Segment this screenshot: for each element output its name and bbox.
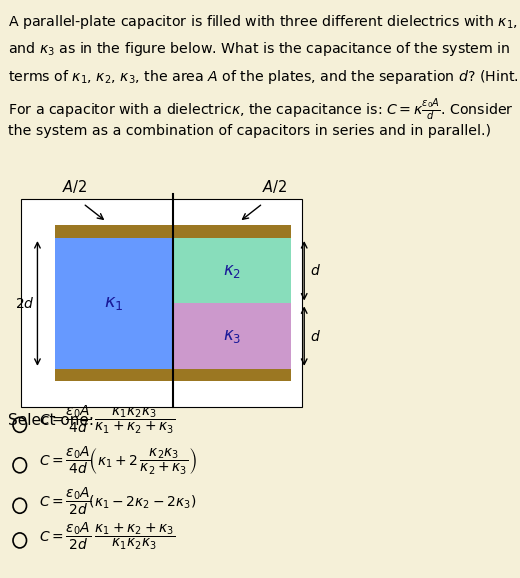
- Text: $\kappa_3$: $\kappa_3$: [223, 327, 241, 345]
- Text: Select one:: Select one:: [8, 413, 94, 428]
- Text: $d$: $d$: [310, 264, 321, 278]
- Text: $2d$: $2d$: [15, 296, 34, 311]
- Text: $C = \dfrac{\epsilon_0 A}{2d}\;\dfrac{\kappa_1+\kappa_2+\kappa_3}{\kappa_1\kappa: $C = \dfrac{\epsilon_0 A}{2d}\;\dfrac{\k…: [39, 520, 175, 551]
- Text: the system as a combination of capacitors in series and in parallel.): the system as a combination of capacitor…: [8, 124, 491, 138]
- Text: $A/2$: $A/2$: [62, 178, 87, 195]
- Text: $\kappa_2$: $\kappa_2$: [223, 262, 241, 280]
- Text: and $\kappa_3$ as in the figure below. What is the capacitance of the system in: and $\kappa_3$ as in the figure below. W…: [8, 40, 510, 58]
- Text: For a capacitor with a dielectric$\kappa$, the capacitance is: $C = \kappa\frac{: For a capacitor with a dielectric$\kappa…: [8, 96, 513, 123]
- Bar: [55, 238, 173, 369]
- Text: $\kappa_1$: $\kappa_1$: [104, 294, 123, 313]
- Text: $A/2$: $A/2$: [262, 178, 287, 195]
- Text: $C = \dfrac{\epsilon_0 A}{4d}\;\dfrac{\kappa_1\kappa_2\kappa_3}{\kappa_1+\kappa_: $C = \dfrac{\epsilon_0 A}{4d}\;\dfrac{\k…: [39, 404, 175, 436]
- Text: terms of $\kappa_1$, $\kappa_2$, $\kappa_3$, the area $A$ of the plates, and the: terms of $\kappa_1$, $\kappa_2$, $\kappa…: [8, 68, 518, 86]
- Bar: [55, 369, 291, 381]
- Text: A parallel-plate capacitor is filled with three different dielectrics with $\kap: A parallel-plate capacitor is filled wit…: [8, 13, 520, 31]
- Bar: [55, 225, 291, 238]
- Bar: [173, 238, 291, 303]
- Bar: [21, 199, 302, 407]
- Text: $C = \dfrac{\epsilon_0 A}{4d}\!\left(\kappa_1 + 2\,\dfrac{\kappa_2\kappa_3}{\kap: $C = \dfrac{\epsilon_0 A}{4d}\!\left(\ka…: [39, 444, 197, 477]
- Text: $C = \dfrac{\epsilon_0 A}{2d}\!\left(\kappa_1 - 2\kappa_2 - 2\kappa_3\right)$: $C = \dfrac{\epsilon_0 A}{2d}\!\left(\ka…: [39, 486, 197, 517]
- Text: $d$: $d$: [310, 329, 321, 343]
- Bar: [173, 303, 291, 369]
